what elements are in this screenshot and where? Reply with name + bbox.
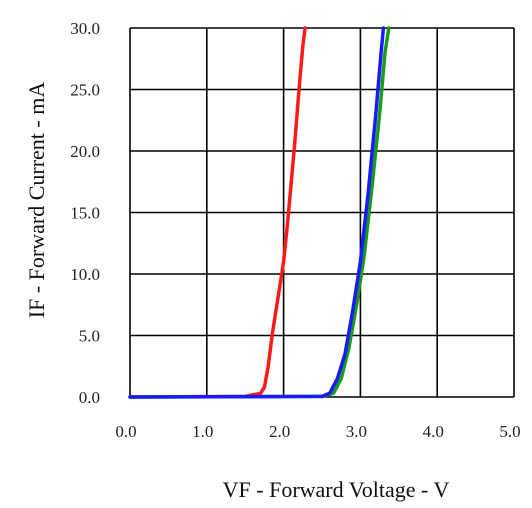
- y-tick-label: 20.0: [70, 142, 100, 161]
- series-group: [128, 26, 391, 399]
- x-tick-label: 1.0: [192, 422, 213, 441]
- y-axis-label: IF - Forward Current - mA: [24, 82, 49, 319]
- y-tick-label: 10.0: [70, 265, 100, 284]
- y-tick-label: 25.0: [70, 81, 100, 100]
- series-line-3: [128, 26, 386, 399]
- x-axis-ticks: 0.0 1.0 2.0 3.0 4.0 5.0: [115, 422, 520, 441]
- series-line-1: [128, 26, 307, 399]
- x-axis-label: VF - Forward Voltage - V: [223, 477, 450, 502]
- x-tick-label: 0.0: [115, 422, 136, 441]
- y-tick-label: 0.0: [79, 388, 100, 407]
- y-tick-label: 5.0: [79, 327, 100, 346]
- x-tick-label: 4.0: [423, 422, 444, 441]
- x-tick-label: 3.0: [346, 422, 367, 441]
- y-tick-label: 30.0: [70, 19, 100, 38]
- x-tick-label: 2.0: [269, 422, 290, 441]
- y-tick-label: 15.0: [70, 204, 100, 223]
- y-axis-ticks: 0.0 5.0 10.0 15.0 20.0 25.0 30.0: [70, 19, 100, 407]
- grid: [129, 27, 515, 398]
- x-tick-label: 5.0: [499, 422, 520, 441]
